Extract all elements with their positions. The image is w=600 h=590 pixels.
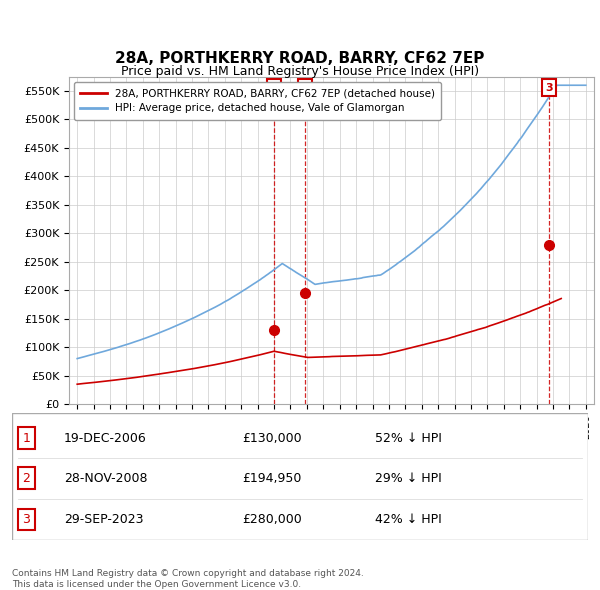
Text: Price paid vs. HM Land Registry's House Price Index (HPI): Price paid vs. HM Land Registry's House …	[121, 65, 479, 78]
Text: 2: 2	[22, 472, 31, 485]
Text: 28A, PORTHKERRY ROAD, BARRY, CF62 7EP: 28A, PORTHKERRY ROAD, BARRY, CF62 7EP	[115, 51, 485, 66]
Text: 29% ↓ HPI: 29% ↓ HPI	[375, 472, 442, 485]
Text: 3: 3	[22, 513, 31, 526]
Text: 28-NOV-2008: 28-NOV-2008	[64, 472, 148, 485]
Text: £194,950: £194,950	[242, 472, 302, 485]
Text: £130,000: £130,000	[242, 432, 302, 445]
Text: 42% ↓ HPI: 42% ↓ HPI	[375, 513, 442, 526]
Text: 3: 3	[545, 83, 553, 93]
FancyBboxPatch shape	[12, 413, 588, 540]
Text: £280,000: £280,000	[242, 513, 302, 526]
Text: 1: 1	[22, 432, 31, 445]
Text: 2: 2	[302, 83, 309, 93]
Text: Contains HM Land Registry data © Crown copyright and database right 2024.
This d: Contains HM Land Registry data © Crown c…	[12, 569, 364, 589]
Legend: 28A, PORTHKERRY ROAD, BARRY, CF62 7EP (detached house), HPI: Average price, deta: 28A, PORTHKERRY ROAD, BARRY, CF62 7EP (d…	[74, 82, 441, 120]
Text: 19-DEC-2006: 19-DEC-2006	[64, 432, 146, 445]
Text: 29-SEP-2023: 29-SEP-2023	[64, 513, 143, 526]
Text: 1: 1	[270, 83, 277, 93]
Text: 52% ↓ HPI: 52% ↓ HPI	[375, 432, 442, 445]
